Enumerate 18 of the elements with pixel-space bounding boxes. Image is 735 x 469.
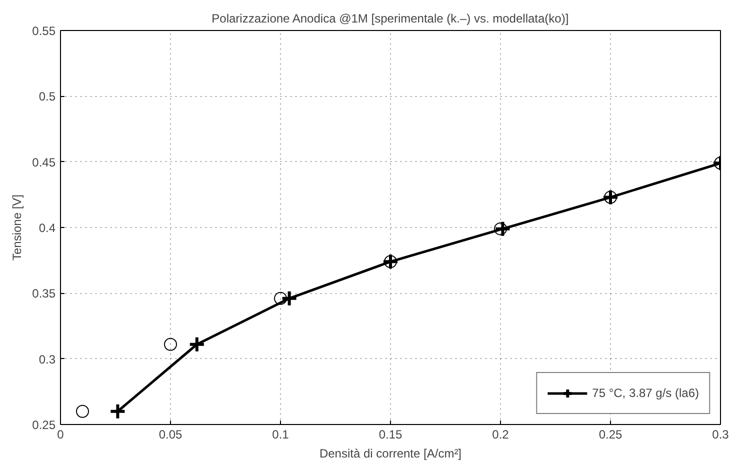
y-tick-label: 0.55 [32, 24, 56, 38]
legend-label: 75 °C, 3.87 g/s (la6) [592, 386, 699, 400]
y-axis-title: Tensione [V] [10, 194, 24, 261]
chart-title: Polarizzazione Anodica @1M [sperimentale (k.–) vs. modellata(ko)] [212, 12, 569, 26]
x-tick-label: 0.05 [158, 428, 183, 442]
x-axis-title: Densità di corrente [A/cm²] [319, 446, 462, 460]
x-tick-label: 0.25 [598, 428, 623, 442]
x-tick-label: 0.2 [492, 428, 510, 442]
y-tick-label: 0.45 [32, 155, 56, 170]
y-tick-label: 0.35 [32, 286, 56, 301]
x-tick-label: 0.15 [378, 428, 403, 442]
y-tick-label: 0.4 [38, 221, 56, 235]
y-tick-label: 0.25 [32, 418, 56, 432]
y-tick-label: 0.3 [38, 352, 56, 366]
x-tick-label: 0 [57, 428, 64, 442]
y-tick-label: 0.5 [38, 90, 56, 104]
x-tick-label: 0.3 [712, 428, 730, 442]
x-tick-label: 0.1 [272, 428, 290, 442]
